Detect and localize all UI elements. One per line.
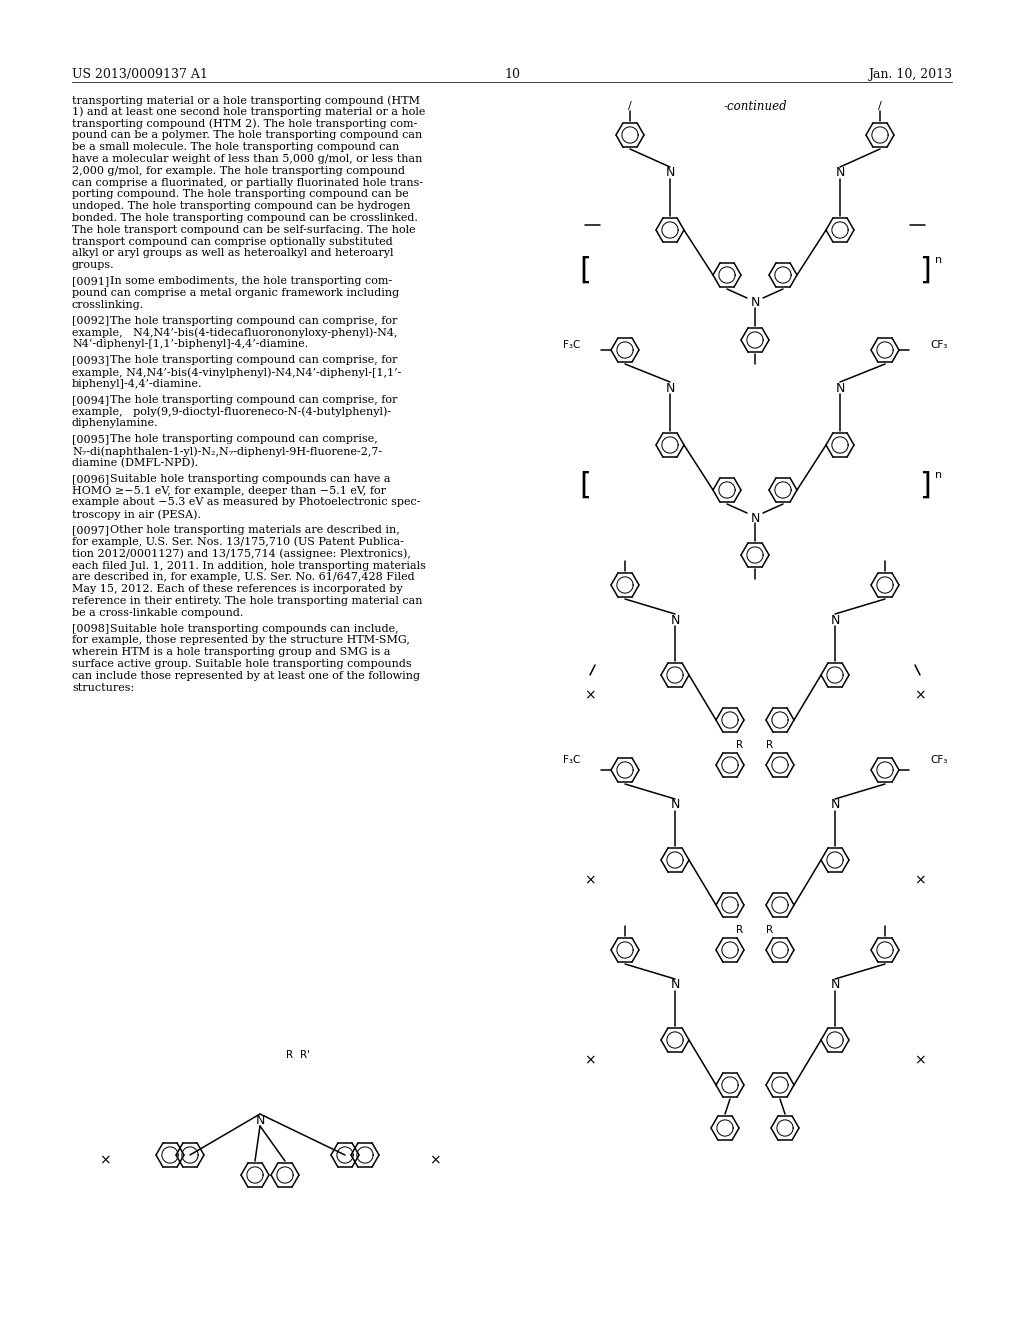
Text: ×: × xyxy=(584,873,596,887)
Text: N: N xyxy=(751,297,760,309)
Text: diphenylamine.: diphenylamine. xyxy=(72,418,159,428)
Text: /: / xyxy=(628,102,632,111)
Text: porting compound. The hole transporting compound can be: porting compound. The hole transporting … xyxy=(72,189,409,199)
Text: HOMO ≥−5.1 eV, for example, deeper than −5.1 eV, for: HOMO ≥−5.1 eV, for example, deeper than … xyxy=(72,486,386,495)
Text: The hole transporting compound can comprise, for: The hole transporting compound can compr… xyxy=(110,315,397,326)
Text: [0091]: [0091] xyxy=(72,276,110,286)
Text: alkyl or aryl groups as well as heteroalkyl and heteroaryl: alkyl or aryl groups as well as heteroal… xyxy=(72,248,393,259)
Text: May 15, 2012. Each of these references is incorporated by: May 15, 2012. Each of these references i… xyxy=(72,585,402,594)
Text: The hole transporting compound can comprise,: The hole transporting compound can compr… xyxy=(110,434,378,445)
Text: [0098]: [0098] xyxy=(72,623,110,634)
Text: R: R xyxy=(287,1049,294,1060)
Text: undoped. The hole transporting compound can be hydrogen: undoped. The hole transporting compound … xyxy=(72,201,411,211)
Text: ×: × xyxy=(914,873,926,887)
Text: pound can comprise a metal organic framework including: pound can comprise a metal organic frame… xyxy=(72,288,399,298)
Text: Other hole transporting materials are described in,: Other hole transporting materials are de… xyxy=(110,525,399,535)
Text: ×: × xyxy=(584,1053,596,1067)
Text: R: R xyxy=(766,741,773,750)
Text: Suitable hole transporting compounds can have a: Suitable hole transporting compounds can… xyxy=(110,474,390,484)
Text: F₃C: F₃C xyxy=(562,341,580,350)
Text: groups.: groups. xyxy=(72,260,115,271)
Text: example about −5.3 eV as measured by Photoelectronic spec-: example about −5.3 eV as measured by Pho… xyxy=(72,498,421,507)
Text: [0094]: [0094] xyxy=(72,395,110,405)
Text: transporting material or a hole transporting compound (HTM: transporting material or a hole transpor… xyxy=(72,95,420,106)
Text: [0095]: [0095] xyxy=(72,434,110,445)
Text: N₇-di(naphthalen-1-yl)-N₂,N₇-diphenyl-9H-fluorene-2,7-: N₇-di(naphthalen-1-yl)-N₂,N₇-diphenyl-9H… xyxy=(72,446,382,457)
Text: N: N xyxy=(666,166,675,180)
Text: transporting compound (HTM 2). The hole transporting com-: transporting compound (HTM 2). The hole … xyxy=(72,119,418,129)
Text: bonded. The hole transporting compound can be crosslinked.: bonded. The hole transporting compound c… xyxy=(72,213,418,223)
Text: example,   N4,N4’-bis(4-tidecafluorononyloxy-phenyl)-N4,: example, N4,N4’-bis(4-tidecafluorononylo… xyxy=(72,327,397,338)
Text: for example, those represented by the structure HTM-SMG,: for example, those represented by the st… xyxy=(72,635,410,645)
Text: transport compound can comprise optionally substituted: transport compound can comprise optional… xyxy=(72,236,393,247)
Text: ]: ] xyxy=(920,470,931,499)
Text: N: N xyxy=(836,166,845,180)
Text: troscopy in air (PESA).: troscopy in air (PESA). xyxy=(72,510,201,520)
Text: be a cross-linkable compound.: be a cross-linkable compound. xyxy=(72,607,244,618)
Text: crosslinking.: crosslinking. xyxy=(72,300,144,310)
Text: [: [ xyxy=(579,256,591,285)
Text: The hole transport compound can be self-surfacing. The hole: The hole transport compound can be self-… xyxy=(72,224,416,235)
Text: wherein HTM is a hole transporting group and SMG is a: wherein HTM is a hole transporting group… xyxy=(72,647,390,657)
Text: N: N xyxy=(666,381,675,395)
Text: In some embodiments, the hole transporting com-: In some embodiments, the hole transporti… xyxy=(110,276,392,286)
Text: 1) and at least one second hole transporting material or a hole: 1) and at least one second hole transpor… xyxy=(72,107,425,117)
Text: for example, U.S. Ser. Nos. 13/175,710 (US Patent Publica-: for example, U.S. Ser. Nos. 13/175,710 (… xyxy=(72,537,403,548)
Text: /: / xyxy=(879,102,882,111)
Text: N: N xyxy=(836,381,845,395)
Text: The hole transporting compound can comprise, for: The hole transporting compound can compr… xyxy=(110,355,397,366)
Text: Suitable hole transporting compounds can include,: Suitable hole transporting compounds can… xyxy=(110,623,398,634)
Text: N: N xyxy=(751,511,760,524)
Text: R: R xyxy=(736,741,743,750)
Text: R': R' xyxy=(300,1049,310,1060)
Text: ×: × xyxy=(584,688,596,702)
Text: ×: × xyxy=(99,1152,111,1167)
Text: tion 2012/0001127) and 13/175,714 (assignee: Plextronics),: tion 2012/0001127) and 13/175,714 (assig… xyxy=(72,549,411,560)
Text: N: N xyxy=(671,614,680,627)
Text: 10: 10 xyxy=(504,69,520,81)
Text: CF₃: CF₃ xyxy=(930,755,947,766)
Text: can include those represented by at least one of the following: can include those represented by at leas… xyxy=(72,671,420,681)
Text: ×: × xyxy=(429,1152,440,1167)
Text: example,   poly(9,9-dioctyl-fluoreneco-N-(4-butylphenyl)-: example, poly(9,9-dioctyl-fluoreneco-N-(… xyxy=(72,407,391,417)
Text: N: N xyxy=(830,614,840,627)
Text: The hole transporting compound can comprise, for: The hole transporting compound can compr… xyxy=(110,395,397,405)
Text: ×: × xyxy=(914,688,926,702)
Text: ]: ] xyxy=(920,256,931,285)
Text: can comprise a fluorinated, or partially fluorinated hole trans-: can comprise a fluorinated, or partially… xyxy=(72,178,423,187)
Text: [: [ xyxy=(579,470,591,499)
Text: reference in their entirety. The hole transporting material can: reference in their entirety. The hole tr… xyxy=(72,595,423,606)
Text: 2,000 g/mol, for example. The hole transporting compound: 2,000 g/mol, for example. The hole trans… xyxy=(72,166,406,176)
Text: R: R xyxy=(766,925,773,935)
Text: have a molecular weight of less than 5,000 g/mol, or less than: have a molecular weight of less than 5,0… xyxy=(72,154,422,164)
Text: each filed Jul. 1, 2011. In addition, hole transporting materials: each filed Jul. 1, 2011. In addition, ho… xyxy=(72,561,426,570)
Text: pound can be a polymer. The hole transporting compound can: pound can be a polymer. The hole transpo… xyxy=(72,131,422,140)
Text: structures:: structures: xyxy=(72,682,134,693)
Text: Jan. 10, 2013: Jan. 10, 2013 xyxy=(868,69,952,81)
Text: n: n xyxy=(935,255,942,265)
Text: [0093]: [0093] xyxy=(72,355,110,366)
Text: surface active group. Suitable hole transporting compounds: surface active group. Suitable hole tran… xyxy=(72,659,412,669)
Text: N: N xyxy=(830,799,840,812)
Text: n: n xyxy=(935,470,942,480)
Text: ×: × xyxy=(914,1053,926,1067)
Text: diamine (DMFL-NPD).: diamine (DMFL-NPD). xyxy=(72,458,199,469)
Text: N: N xyxy=(671,799,680,812)
Text: -continued: -continued xyxy=(723,100,786,114)
Text: [0096]: [0096] xyxy=(72,474,110,484)
Text: US 2013/0009137 A1: US 2013/0009137 A1 xyxy=(72,69,208,81)
Text: F₃C: F₃C xyxy=(562,755,580,766)
Text: N: N xyxy=(671,978,680,991)
Text: [0092]: [0092] xyxy=(72,315,110,326)
Text: R: R xyxy=(736,925,743,935)
Text: example, N4,N4’-bis(4-vinylphenyl)-N4,N4’-diphenyl-[1,1’-: example, N4,N4’-bis(4-vinylphenyl)-N4,N4… xyxy=(72,367,401,378)
Text: be a small molecule. The hole transporting compound can: be a small molecule. The hole transporti… xyxy=(72,143,399,152)
Text: CF₃: CF₃ xyxy=(930,341,947,350)
Text: [0097]: [0097] xyxy=(72,525,110,535)
Text: biphenyl]-4,4’-diamine.: biphenyl]-4,4’-diamine. xyxy=(72,379,203,389)
Text: N: N xyxy=(255,1114,264,1126)
Text: N4’-diphenyl-[1,1’-biphenyl]-4,4’-diamine.: N4’-diphenyl-[1,1’-biphenyl]-4,4’-diamin… xyxy=(72,339,308,350)
Text: are described in, for example, U.S. Ser. No. 61/647,428 Filed: are described in, for example, U.S. Ser.… xyxy=(72,573,415,582)
Text: N: N xyxy=(830,978,840,991)
